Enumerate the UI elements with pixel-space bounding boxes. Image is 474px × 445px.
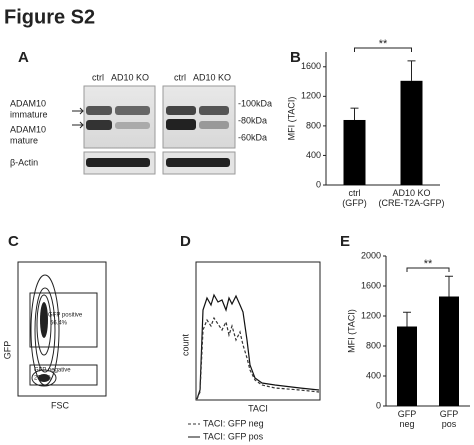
marker-label: -60kDa xyxy=(238,132,267,142)
x-tick-label: GFP neg xyxy=(398,409,417,429)
bar xyxy=(397,326,417,406)
western-blot xyxy=(72,85,236,175)
band-label: ADAM10 xyxy=(10,124,46,134)
significance-bracket xyxy=(406,267,450,272)
gate-label: 56.4% xyxy=(50,321,68,327)
significance-bracket xyxy=(354,47,412,52)
histogram xyxy=(188,261,321,438)
x-tick-label: GFP pos xyxy=(440,409,459,429)
axis-label: GFP xyxy=(2,341,12,360)
axis-label: TACI xyxy=(248,403,268,413)
bar xyxy=(439,296,459,406)
gate-label: GFP positive xyxy=(48,313,83,319)
lane-label: ctrl xyxy=(174,72,186,82)
panel-label: C xyxy=(8,233,19,250)
y-tick-label: 400 xyxy=(306,150,321,160)
panel-label: B xyxy=(290,49,301,66)
y-axis-label: MFI (TACI) xyxy=(286,97,296,141)
axis-label: count xyxy=(180,333,190,356)
y-tick-label: 800 xyxy=(366,340,381,350)
legend-label: TACI: GFP pos xyxy=(203,431,264,441)
y-tick-label: 400 xyxy=(366,370,381,380)
gate-label: GFP negative xyxy=(34,368,71,374)
x-tick-label: ctrl (GFP) xyxy=(342,188,367,208)
y-tick-label: 1600 xyxy=(361,280,381,290)
marker-label: -100kDa xyxy=(238,98,272,108)
bar xyxy=(343,119,366,185)
y-tick-label: 1200 xyxy=(301,91,321,101)
lane-label: AD10 KO xyxy=(193,72,231,82)
y-tick-label: 0 xyxy=(316,179,321,189)
y-tick-label: 0 xyxy=(376,400,381,410)
y-axis-label: MFI (TACI) xyxy=(346,309,356,353)
bar xyxy=(400,80,423,185)
figure-title: Figure S2 xyxy=(4,6,95,28)
axis-label: FSC xyxy=(51,400,70,410)
band-label: β-Actin xyxy=(10,157,38,167)
panel-label: E xyxy=(340,233,350,250)
y-tick-label: 800 xyxy=(306,120,321,130)
lane-label: AD10 KO xyxy=(111,72,149,82)
x-tick-label: AD10 KO (CRE-T2A-GFP) xyxy=(379,188,445,208)
significance-label: ** xyxy=(379,38,388,50)
gate-label: 23.2% xyxy=(34,376,52,382)
band-label: mature xyxy=(10,135,38,145)
y-tick-label: 1600 xyxy=(301,61,321,71)
legend-label: TACI: GFP neg xyxy=(203,418,264,428)
band-label: immature xyxy=(10,109,48,119)
panel-label: A xyxy=(18,49,29,66)
significance-label: ** xyxy=(424,258,433,270)
band-label: ADAM10 xyxy=(10,98,46,108)
marker-label: -80kDa xyxy=(238,115,267,125)
y-tick-label: 1200 xyxy=(361,310,381,320)
flow-plot xyxy=(17,261,107,397)
y-tick-label: 2000 xyxy=(361,250,381,260)
lane-label: ctrl xyxy=(92,72,104,82)
panel-label: D xyxy=(180,233,191,250)
